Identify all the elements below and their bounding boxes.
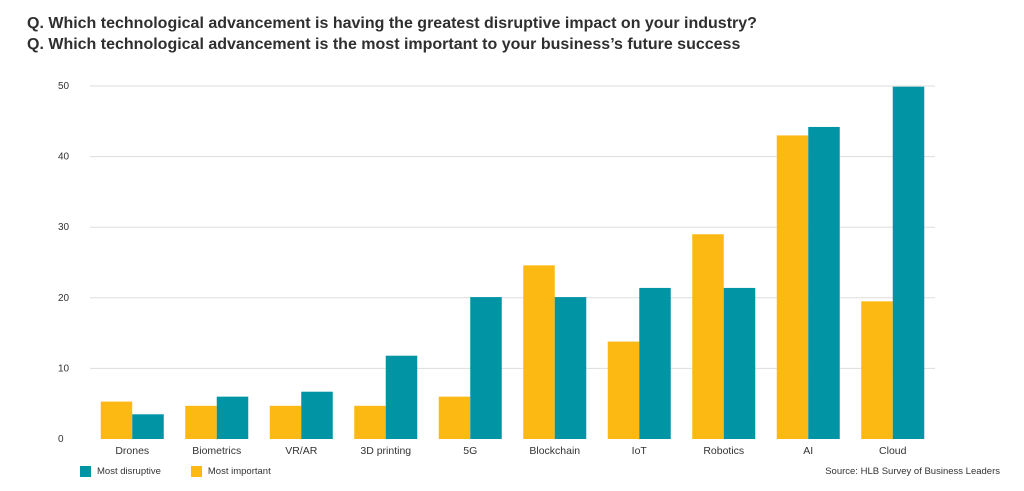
x-tick-label: IoT [632, 445, 648, 457]
y-tick-label: 50 [58, 81, 70, 92]
legend-label-most-important: Most important [207, 466, 271, 477]
x-tick-label: Cloud [879, 445, 907, 457]
bar-most-disruptive [470, 297, 502, 439]
x-tick-label: Robotics [703, 445, 744, 457]
x-tick-label: Blockchain [529, 445, 580, 457]
legend-swatch-most-important [190, 466, 202, 477]
bar-most-disruptive [301, 391, 333, 439]
bar-most-disruptive [639, 287, 671, 439]
x-tick-label: VR/AR [285, 445, 318, 457]
y-tick-label: 10 [58, 363, 70, 374]
y-tick-label: 30 [58, 222, 70, 233]
legend-item-most-disruptive: Most disruptive [80, 466, 161, 477]
bar-most-important [776, 135, 809, 440]
bar-most-disruptive [892, 86, 925, 440]
bar-most-important [523, 265, 555, 439]
chart-title-line-2: Q. Which technological advancement is th… [27, 36, 741, 53]
bar-most-important [692, 234, 724, 439]
bar-most-important [607, 341, 640, 439]
bar-most-disruptive [216, 396, 249, 439]
x-tick-label: Drones [115, 445, 149, 457]
x-tick-label: Biometrics [192, 445, 241, 457]
source-note: Source: HLB Survey of Business Leaders [825, 466, 1000, 477]
chart-titles: Q. Which technological advancement is ha… [27, 13, 757, 55]
legend-swatch-most-disruptive [80, 466, 91, 477]
legend-item-most-important: Most important [190, 466, 271, 477]
x-tick-label: AI [803, 445, 813, 457]
bar-most-disruptive [385, 355, 418, 439]
bar-most-important [185, 405, 217, 439]
bar-most-disruptive [554, 297, 587, 439]
y-tick-label: 40 [58, 152, 70, 163]
x-tick-label: 5G [463, 445, 477, 457]
bar-most-disruptive [723, 287, 756, 439]
legend-label-most-disruptive: Most disruptive [97, 466, 161, 477]
bar-most-important [861, 301, 893, 439]
y-tick-label: 0 [58, 434, 64, 445]
bar-most-important [438, 396, 471, 439]
bar-most-disruptive [808, 126, 840, 439]
legend: Most disruptive Most important [80, 466, 301, 477]
bar-most-disruptive [132, 414, 164, 439]
chart-title-line-1: Q. Which technological advancement is ha… [27, 15, 757, 32]
x-tick-label: 3D printing [360, 445, 411, 457]
bar-most-important [269, 405, 302, 439]
bar-most-important [100, 401, 133, 439]
y-tick-label: 20 [58, 293, 70, 304]
bar-most-important [354, 405, 386, 439]
